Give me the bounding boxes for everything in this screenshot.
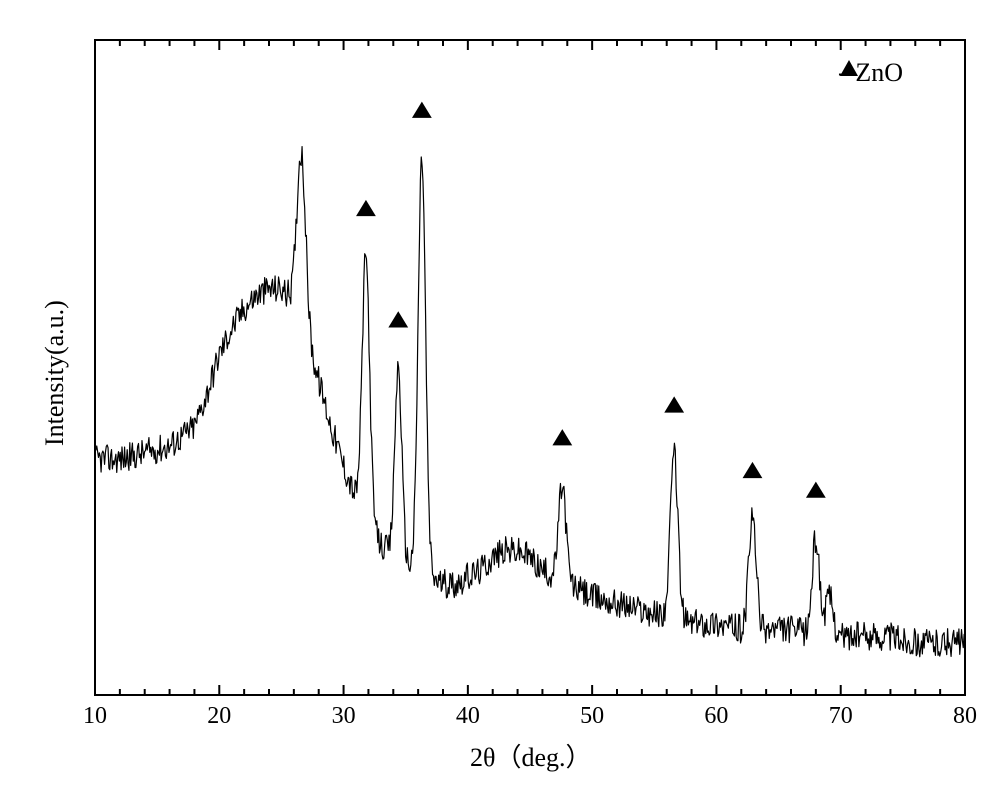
x-tick-label: 30 [332, 703, 356, 730]
x-tick-label: 60 [704, 703, 728, 730]
x-tick-label: 50 [580, 703, 604, 730]
xrd-chart-container: { "chart": { "type": "line", "width_px":… [0, 0, 1000, 787]
x-axis-label: 2θ（deg.） [470, 737, 592, 774]
y-axis-label: Intensity(a.u.) [40, 300, 70, 446]
legend-triangle-icon [838, 58, 860, 78]
x-tick-label: 70 [829, 703, 853, 730]
x-tick-label: 10 [83, 703, 107, 730]
xrd-plot-svg [0, 0, 1000, 787]
x-tick-label: 20 [207, 703, 231, 730]
x-tick-label: 40 [456, 703, 480, 730]
x-tick-label: 80 [953, 703, 977, 730]
legend: --ZnO [838, 58, 903, 88]
